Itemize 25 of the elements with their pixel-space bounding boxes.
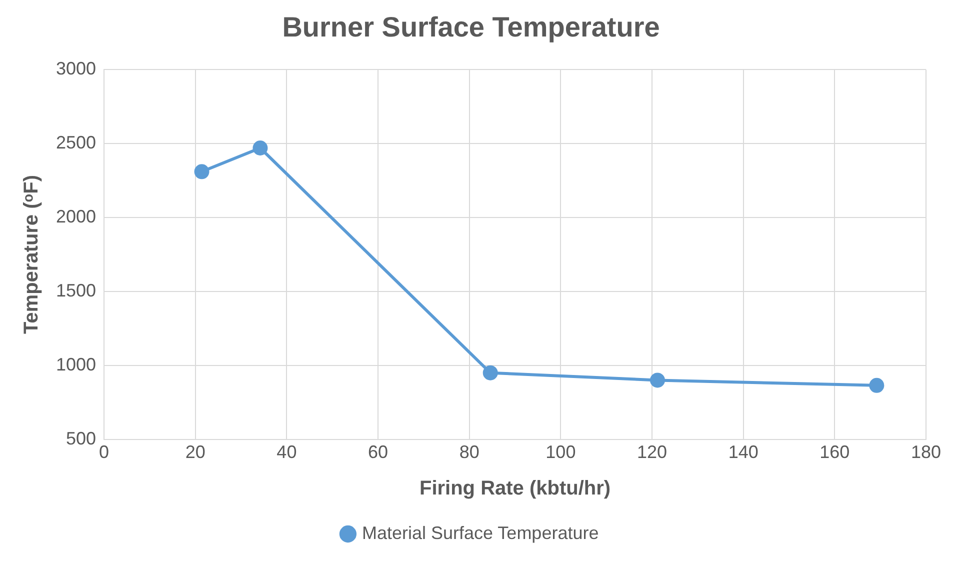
x-tick-label: 140 <box>728 442 758 462</box>
point <box>869 378 884 393</box>
x-axis-title: Firing Rate (kbtu/hr) <box>419 478 611 500</box>
y-tick-label: 1000 <box>56 354 96 374</box>
point <box>650 372 665 388</box>
legend-label: Material Surface Temperature <box>362 522 599 543</box>
x-tick-label: 0 <box>99 442 110 462</box>
chart-title: Burner Surface Temperature <box>282 12 660 43</box>
y-tick-label: 2000 <box>56 206 96 226</box>
x-tick-label: 120 <box>636 442 668 462</box>
x-tick-label: 60 <box>368 442 388 462</box>
x-tick-label: 80 <box>459 442 480 462</box>
x-tick-label: 180 <box>910 442 942 462</box>
y-tick-label: 2500 <box>56 132 96 153</box>
point <box>252 140 268 156</box>
y-tick-label: 3000 <box>56 58 96 79</box>
point <box>482 365 498 380</box>
x-tick-label: 20 <box>185 442 206 462</box>
y-tick-label: 1500 <box>56 280 96 300</box>
y-axis-title: Temperature (ᵒF) <box>20 175 43 334</box>
x-tick-label: 100 <box>546 442 576 462</box>
y-tick-label: 500 <box>66 428 96 448</box>
x-tick-label: 160 <box>820 442 850 462</box>
point <box>194 164 210 180</box>
x-tick-label: 40 <box>276 442 297 462</box>
